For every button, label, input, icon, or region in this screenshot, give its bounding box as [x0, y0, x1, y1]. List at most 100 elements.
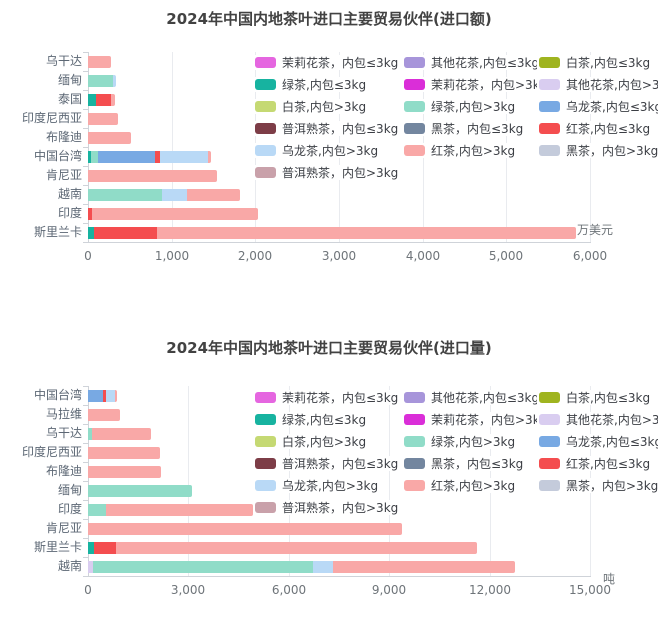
- legend-label: 茉莉花茶，内包>3kg: [431, 78, 548, 92]
- legend-item[interactable]: 茉莉花茶，内包>3kg: [402, 77, 550, 92]
- legend-label: 黑茶，内包≤3kg: [431, 457, 524, 471]
- legend-item[interactable]: 其他花茶,内包>3kg: [537, 77, 658, 92]
- y-axis-tick: [83, 443, 88, 444]
- bar-segment[interactable]: [96, 93, 112, 106]
- bar-segment[interactable]: [187, 188, 241, 201]
- bar-segment[interactable]: [111, 93, 115, 106]
- bar-segment[interactable]: [88, 112, 119, 125]
- legend-item[interactable]: 乌龙茶,内包≤3kg: [537, 99, 658, 114]
- bar-segment[interactable]: [88, 207, 93, 220]
- bar-segment[interactable]: [88, 465, 161, 478]
- bar-segment[interactable]: [94, 541, 117, 554]
- category-label: 印度尼西亚: [21, 111, 82, 125]
- legend-label: 乌龙茶,内包>3kg: [282, 479, 379, 493]
- legend-item[interactable]: 白茶,内包≤3kg: [537, 55, 653, 70]
- bar-segment[interactable]: [88, 541, 95, 554]
- legend-item[interactable]: 普洱熟茶，内包≤3kg: [253, 456, 401, 471]
- bar-segment[interactable]: [208, 150, 211, 163]
- bar-segment[interactable]: [90, 150, 99, 163]
- bar-segment[interactable]: [106, 503, 253, 516]
- legend-item[interactable]: 普洱熟茶，内包>3kg: [253, 165, 401, 180]
- y-axis-line: [88, 386, 89, 577]
- legend-item[interactable]: 黑茶，内包>3kg: [537, 143, 658, 158]
- legend-item[interactable]: 乌龙茶,内包>3kg: [253, 478, 381, 493]
- legend-swatch-icon: [255, 392, 276, 403]
- legend-item[interactable]: 茉莉花茶，内包≤3kg: [253, 55, 401, 70]
- legend-item[interactable]: 茉莉花茶，内包>3kg: [402, 412, 550, 427]
- legend-item[interactable]: 白茶,内包≤3kg: [537, 390, 653, 405]
- bar-segment[interactable]: [312, 560, 333, 573]
- axis-unit-label: 吨: [603, 572, 616, 586]
- y-axis-tick: [83, 90, 88, 91]
- legend-item[interactable]: 其他花茶,内包≤3kg: [402, 390, 542, 405]
- legend-swatch-icon: [539, 480, 560, 491]
- bar-segment[interactable]: [106, 389, 116, 402]
- bar-segment[interactable]: [88, 93, 97, 106]
- legend-swatch-icon: [255, 79, 276, 90]
- bar-segment[interactable]: [88, 389, 104, 402]
- legend-item[interactable]: 红茶,内包>3kg: [402, 143, 518, 158]
- bar-segment[interactable]: [92, 427, 151, 440]
- category-label: 斯里兰卡: [33, 225, 82, 239]
- x-axis-tick-label: 0: [84, 249, 92, 263]
- legend-item[interactable]: 绿茶,内包>3kg: [402, 434, 518, 449]
- legend-item[interactable]: 绿茶,内包>3kg: [402, 99, 518, 114]
- legend-item[interactable]: 红茶,内包>3kg: [402, 478, 518, 493]
- legend-item[interactable]: 红茶,内包≤3kg: [537, 121, 653, 136]
- legend-swatch-icon: [255, 167, 276, 178]
- bar-segment[interactable]: [103, 389, 107, 402]
- legend-item[interactable]: 黑茶，内包≤3kg: [402, 456, 526, 471]
- bar-segment[interactable]: [157, 226, 576, 239]
- legend-swatch-icon: [539, 458, 560, 469]
- legend-item[interactable]: 绿茶,内包≤3kg: [253, 412, 369, 427]
- y-axis-tick: [83, 481, 88, 482]
- legend-item[interactable]: 普洱熟茶，内包>3kg: [253, 500, 401, 515]
- x-axis-tick-label: 0: [84, 583, 92, 597]
- bar-segment[interactable]: [88, 408, 121, 421]
- legend-item[interactable]: 其他花茶,内包≤3kg: [402, 55, 542, 70]
- legend-item[interactable]: 黑茶，内包≤3kg: [402, 121, 526, 136]
- bar-segment[interactable]: [88, 560, 94, 573]
- x-axis-line: [83, 242, 591, 243]
- bar-segment[interactable]: [88, 131, 132, 144]
- bar-segment[interactable]: [88, 55, 112, 68]
- bar-segment[interactable]: [332, 560, 516, 573]
- legend-item[interactable]: 黑茶，内包>3kg: [537, 478, 658, 493]
- bar-segment[interactable]: [88, 74, 114, 87]
- bar-segment[interactable]: [162, 188, 188, 201]
- bar-segment[interactable]: [154, 150, 160, 163]
- legend-item[interactable]: 乌龙茶,内包>3kg: [253, 143, 381, 158]
- y-axis-tick: [83, 576, 88, 577]
- bar-segment[interactable]: [88, 446, 160, 459]
- bar-segment[interactable]: [115, 389, 118, 402]
- legend-item[interactable]: 红茶,内包≤3kg: [537, 456, 653, 471]
- bar-segment[interactable]: [88, 150, 91, 163]
- bar-segment[interactable]: [116, 541, 477, 554]
- legend-label: 其他花茶,内包≤3kg: [431, 391, 540, 405]
- bar-segment[interactable]: [88, 188, 163, 201]
- bar-segment[interactable]: [159, 150, 209, 163]
- category-label: 乌干达: [45, 426, 82, 440]
- bar-segment[interactable]: [98, 150, 155, 163]
- legend-item[interactable]: 乌龙茶,内包≤3kg: [537, 434, 658, 449]
- bar-segment[interactable]: [88, 522, 402, 535]
- legend-item[interactable]: 白茶,内包>3kg: [253, 434, 369, 449]
- legend-item[interactable]: 白茶,内包>3kg: [253, 99, 369, 114]
- legend-item[interactable]: 茉莉花茶，内包≤3kg: [253, 390, 401, 405]
- bar-segment[interactable]: [88, 427, 93, 440]
- legend-item[interactable]: 其他花茶,内包>3kg: [537, 412, 658, 427]
- bar-segment[interactable]: [88, 484, 193, 497]
- legend-item[interactable]: 普洱熟茶，内包≤3kg: [253, 121, 401, 136]
- bar-segment[interactable]: [88, 226, 94, 239]
- legend-label: 红茶,内包>3kg: [431, 144, 516, 158]
- bar-segment[interactable]: [93, 560, 313, 573]
- legend-swatch-icon: [404, 145, 425, 156]
- bar-segment[interactable]: [88, 503, 107, 516]
- bar-segment[interactable]: [113, 74, 116, 87]
- category-label: 中国台湾: [33, 149, 82, 163]
- bar-segment[interactable]: [92, 207, 259, 220]
- bar-segment[interactable]: [93, 226, 158, 239]
- legend-swatch-icon: [539, 392, 560, 403]
- bar-segment[interactable]: [88, 169, 217, 182]
- legend-item[interactable]: 绿茶,内包≤3kg: [253, 77, 369, 92]
